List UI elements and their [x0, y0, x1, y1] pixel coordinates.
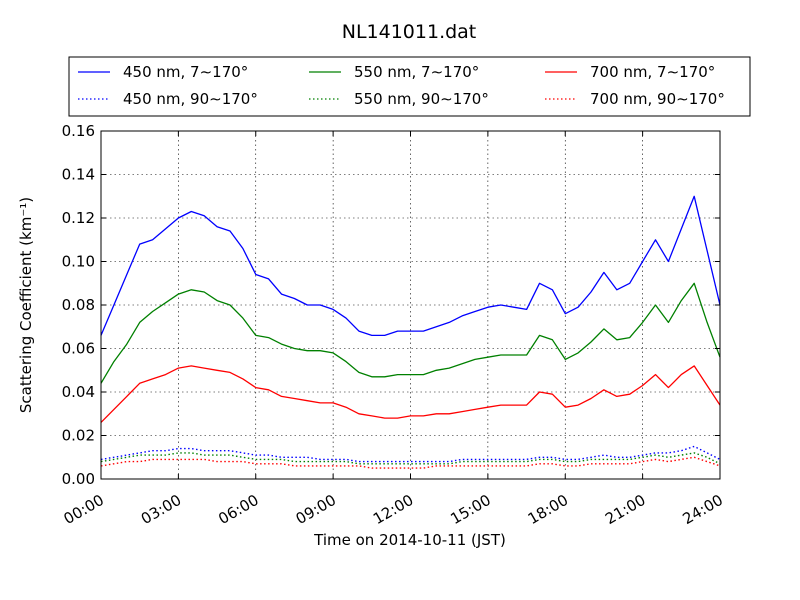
grid — [101, 131, 720, 479]
y-tick-label: 0.12 — [62, 209, 95, 227]
y-tick-label: 0.02 — [62, 427, 95, 445]
x-axis-label: Time on 2014-10-11 (JST) — [313, 531, 506, 549]
x-tick-label: 21:00 — [602, 491, 648, 528]
x-tick-label: 12:00 — [370, 491, 416, 528]
series-line-1 — [100, 282, 721, 384]
series-line-4 — [100, 452, 721, 465]
x-tick-label: 24:00 — [680, 491, 726, 528]
y-tick-label: 0.04 — [62, 383, 95, 401]
x-tick-label: 06:00 — [215, 491, 261, 528]
x-tick-label: 03:00 — [138, 491, 184, 528]
legend: 450 nm, 7∼170° 450 nm, 90∼170° 550 nm, 7∼1… — [68, 56, 751, 117]
y-tick-label: 0.06 — [62, 340, 95, 358]
chart-title: NL141011.dat — [342, 21, 477, 43]
x-tick-label: 00:00 — [61, 491, 107, 528]
y-axis: 0.00 0.02 0.04 0.06 0.08 0.10 0.12 0.14 0.16 — [62, 122, 720, 488]
x-tick-label: 09:00 — [293, 491, 339, 528]
series-line-0 — [100, 195, 721, 337]
y-tick-label: 0.08 — [62, 296, 95, 314]
y-tick-label: 0.16 — [62, 122, 95, 140]
legend-label-2: 700 nm, 7∼170° — [590, 63, 715, 81]
x-axis: 00:00 03:00 06:00 09:00 12:00 15:00 18:00 21:00… — [61, 131, 726, 528]
y-tick-label: 0.00 — [62, 470, 95, 488]
legend-label-3: 450 nm, 90∼170° — [123, 90, 258, 108]
series-layer — [100, 195, 721, 469]
legend-box — [68, 56, 751, 117]
x-tick-label: 15:00 — [447, 491, 493, 528]
plot-area — [100, 130, 721, 480]
legend-label-0: 450 nm, 7∼170° — [123, 63, 248, 81]
legend-label-4: 550 nm, 90∼170° — [354, 90, 489, 108]
y-axis-label: Scattering Coefficient (km⁻¹) — [17, 197, 35, 413]
legend-label-5: 700 nm, 90∼170° — [590, 90, 725, 108]
x-tick-label: 18:00 — [525, 491, 571, 528]
series-line-2 — [100, 365, 721, 423]
legend-label-1: 550 nm, 7∼170° — [354, 63, 479, 81]
series-line-3 — [100, 445, 721, 463]
y-tick-label: 0.10 — [62, 253, 95, 271]
y-tick-label: 0.14 — [62, 166, 95, 184]
